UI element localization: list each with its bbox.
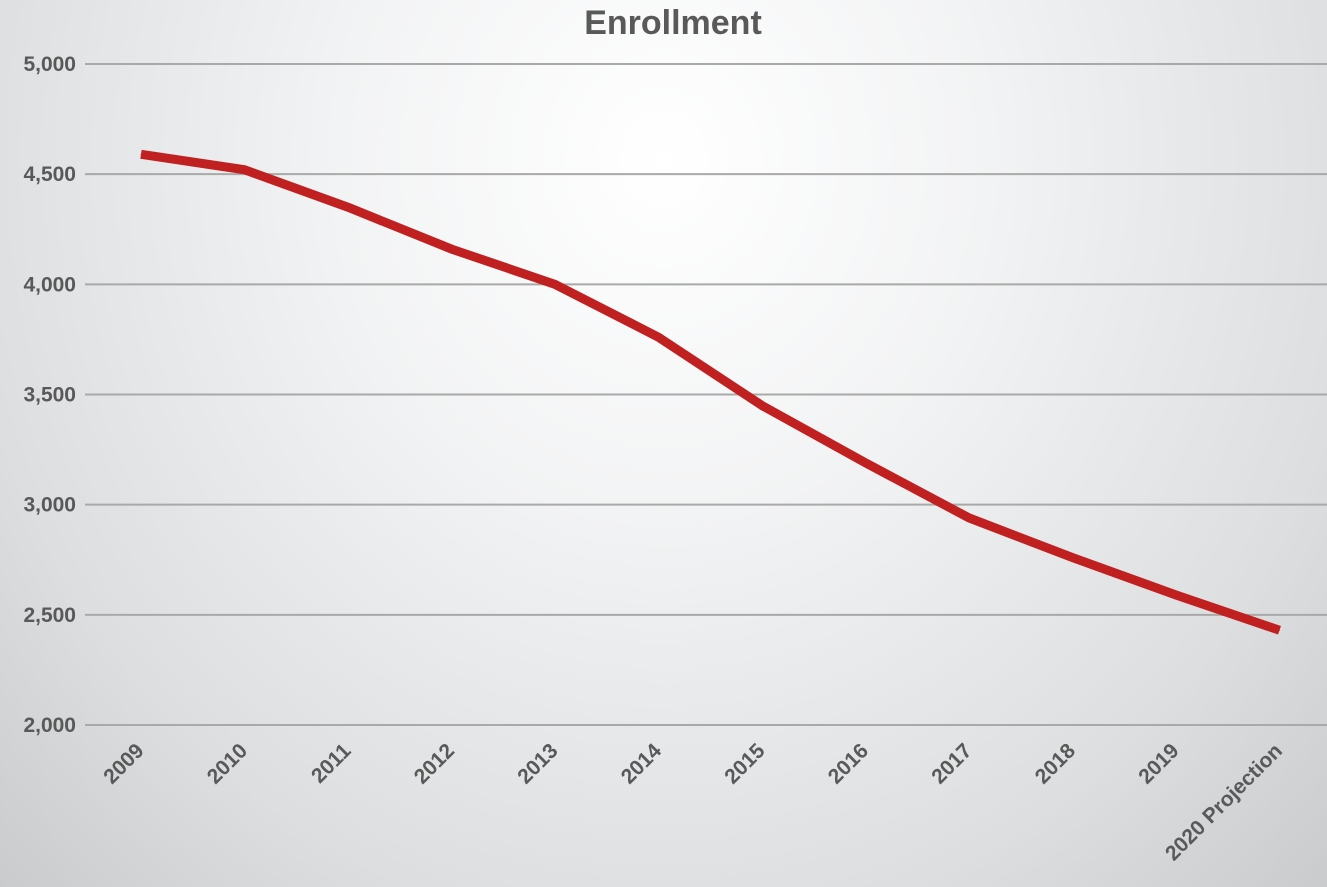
x-tick-label: 2015: [720, 739, 770, 789]
data-point: [554, 283, 556, 285]
x-tick-label: 2017: [927, 739, 976, 788]
y-tick-label: 2,000: [23, 714, 76, 737]
x-tick-label: 2012: [410, 739, 459, 788]
y-tick-label: 5,000: [23, 53, 76, 76]
data-point: [865, 462, 866, 464]
data-point: [1072, 557, 1073, 559]
data-point: [1279, 629, 1280, 631]
y-tick-label: 4,000: [23, 273, 76, 296]
chart-title: Enrollment: [584, 4, 762, 42]
data-point: [658, 336, 659, 338]
x-axis-tick-labels: 2009 2010 2011 2012 2013 2014 2015 2016 2017 2018…: [99, 739, 1287, 865]
data-point: [451, 248, 452, 250]
data-point: [244, 169, 245, 171]
data-point: [761, 405, 763, 407]
x-tick-label: 2010: [203, 739, 252, 788]
x-tick-label: 2016: [824, 739, 873, 788]
gridlines: [85, 63, 1327, 726]
data-point: [1175, 594, 1177, 596]
series-line-enrollment: [140, 149, 1281, 635]
x-tick-label: 2011: [307, 739, 356, 788]
x-tick-label: 2013: [513, 739, 562, 788]
x-tick-label: 2018: [1031, 739, 1081, 789]
y-tick-label: 3,000: [23, 494, 76, 517]
y-axis-tick-labels: 5,000 4,500 4,000 3,500 3,000 2,500 2,000: [23, 53, 76, 737]
x-tick-label: 2014: [617, 739, 667, 789]
x-tick-label: 2019: [1134, 739, 1183, 788]
y-tick-label: 4,500: [23, 163, 76, 186]
data-point: [968, 517, 970, 519]
y-tick-label: 3,500: [23, 384, 76, 407]
x-tick-label: 2009: [99, 739, 148, 788]
data-point: [347, 206, 349, 208]
y-tick-label: 2,500: [23, 604, 76, 627]
data-point: [140, 153, 142, 155]
series-group: [140, 149, 1281, 635]
